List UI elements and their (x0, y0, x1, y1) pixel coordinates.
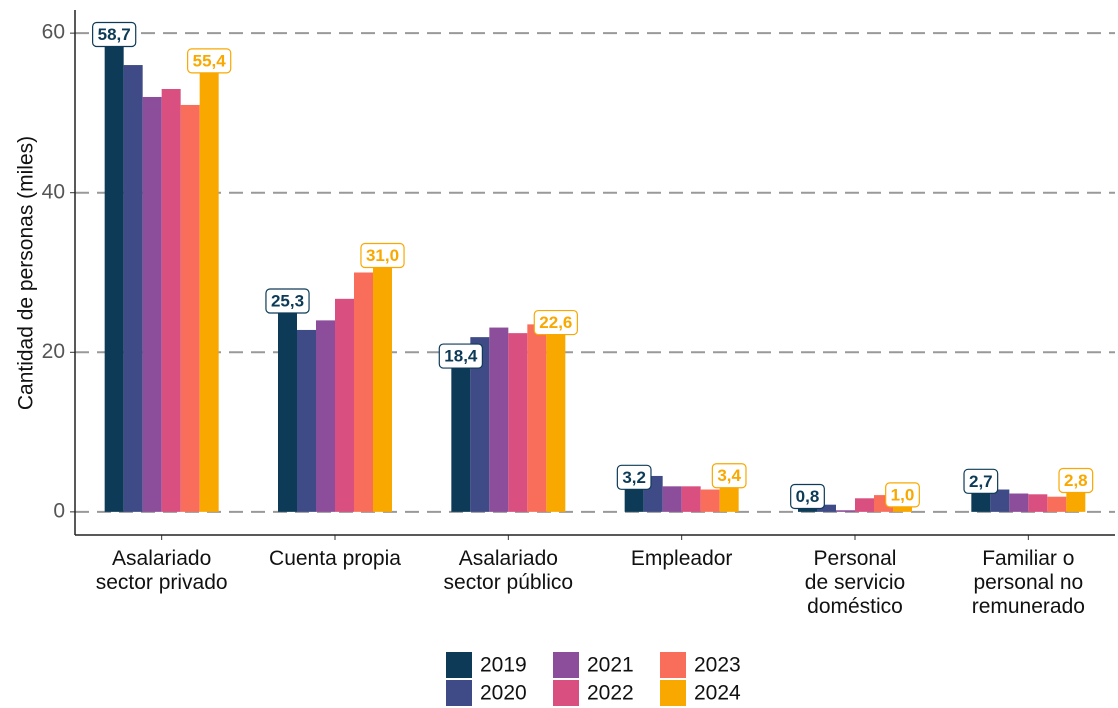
label-box (265, 288, 310, 314)
x-tick-label: Cuenta propia (269, 547, 401, 570)
bar (142, 96, 162, 512)
x-tick-label: Personal de servicio doméstico (804, 547, 906, 618)
x-tick-label: Asalariado sector privado (95, 547, 228, 594)
bar (817, 504, 836, 512)
bar (180, 104, 200, 512)
y-tick-label: 20 (42, 340, 65, 363)
value-label: 31,0 (366, 246, 399, 265)
bar (316, 320, 335, 512)
bar (354, 272, 373, 512)
legend-swatch (660, 652, 686, 678)
bar (662, 486, 682, 512)
bar (893, 503, 912, 512)
bar (855, 498, 874, 512)
value-label: 2,7 (969, 472, 993, 491)
bar (199, 69, 219, 512)
label-box (790, 483, 825, 510)
x-tick-label: Asalariado sector público (443, 547, 574, 594)
y-tick-label: 40 (42, 180, 65, 203)
legend-swatch (553, 680, 579, 706)
label-box (438, 343, 483, 369)
legend-label: 2021 (587, 654, 634, 677)
legend-swatch (446, 680, 472, 706)
bar (546, 331, 566, 512)
bar (719, 484, 739, 512)
legend-label: 2023 (694, 654, 741, 677)
y-tick-label: 60 (42, 21, 65, 44)
label-box (92, 21, 137, 48)
value-label: 1,0 (891, 485, 915, 504)
value-label: 25,3 (271, 291, 304, 310)
bar (1047, 496, 1067, 512)
bar (373, 264, 392, 512)
value-label: 3,2 (622, 468, 646, 487)
bar (624, 486, 644, 512)
y-axis-label: Cantidad de personas (miles) (15, 136, 38, 410)
value-label: 58,7 (98, 25, 131, 44)
label-box (533, 309, 578, 336)
bar (104, 43, 124, 512)
x-tick-label: Empleador (630, 547, 733, 570)
bar (297, 329, 316, 512)
bar (123, 65, 143, 512)
value-label: 3,4 (717, 466, 741, 485)
bar (489, 327, 509, 512)
legend-swatch (446, 652, 472, 678)
label-box (1058, 467, 1094, 494)
y-tick-label: 0 (53, 499, 65, 522)
legend-label: 2020 (480, 682, 527, 705)
bar (451, 365, 471, 512)
bar (700, 489, 720, 512)
bar (335, 298, 354, 512)
legend-swatch (553, 652, 579, 678)
bar (971, 490, 991, 512)
label-box (963, 468, 999, 494)
label-box (187, 48, 232, 74)
bar (1009, 493, 1029, 512)
x-tick-label: Familiar o personal no remunerado (971, 547, 1085, 618)
label-box (711, 463, 747, 489)
bar (470, 337, 490, 512)
legend-label: 2024 (694, 682, 741, 705)
bar (836, 510, 855, 512)
bar (527, 324, 547, 512)
label-box (360, 242, 405, 269)
legend-label: 2019 (480, 654, 527, 677)
bar (278, 310, 297, 512)
legend-label: 2022 (587, 682, 634, 705)
value-label: 22,6 (539, 313, 572, 332)
bar (1066, 489, 1086, 512)
bar (990, 489, 1010, 512)
legend-swatch (660, 680, 686, 706)
value-label: 18,4 (444, 347, 478, 366)
bar (161, 88, 181, 512)
bar (1028, 494, 1048, 512)
value-label: 0,8 (796, 487, 820, 506)
bar (681, 486, 701, 512)
label-box (616, 464, 652, 490)
value-label: 2,8 (1064, 471, 1088, 490)
value-label: 55,4 (193, 51, 227, 70)
label-box (885, 482, 920, 508)
bar (508, 333, 528, 512)
